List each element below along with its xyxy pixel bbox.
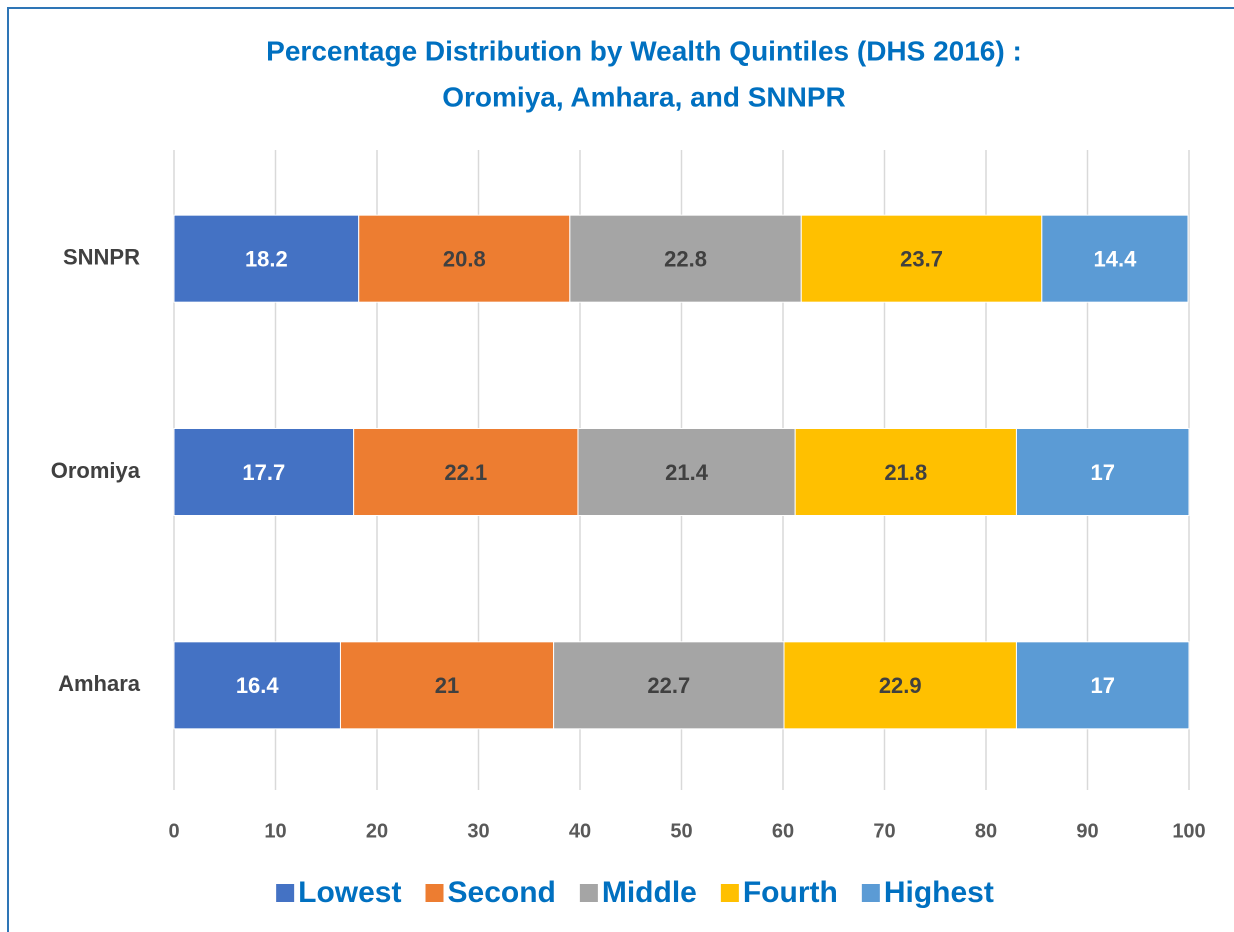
bar-segment [800, 214, 1043, 303]
bar-segment [173, 214, 360, 303]
x-tick-label: 90 [1076, 820, 1098, 842]
bar-segment [173, 428, 355, 516]
legend-swatch [579, 884, 598, 902]
data-label: 18.2 [245, 246, 288, 271]
data-label: 22.7 [647, 673, 690, 698]
data-label: 22.9 [879, 673, 922, 698]
data-label: 21 [435, 673, 459, 698]
x-tick-label: 80 [975, 820, 997, 842]
data-label: 16.4 [236, 673, 280, 698]
x-tick-label: 100 [1172, 820, 1205, 842]
x-tick-label: 50 [670, 820, 692, 842]
bar-segment [569, 214, 802, 303]
data-label: 22.8 [664, 246, 707, 271]
x-tick-label: 40 [569, 820, 591, 842]
data-label: 20.8 [443, 246, 486, 271]
legend-swatch [720, 884, 739, 902]
bar-segment [1015, 428, 1190, 516]
legend-label: Highest [884, 876, 994, 909]
bar-segment [1015, 641, 1190, 730]
x-tick-label: 20 [366, 820, 388, 842]
legend-swatch [276, 884, 295, 902]
chart-title: Oromiya, Amhara, and SNNPR [442, 81, 846, 112]
bar-segment [339, 641, 555, 730]
legend-label: Lowest [298, 876, 401, 909]
y-tick-label: Amhara [58, 671, 141, 696]
x-tick-label: 30 [467, 820, 489, 842]
x-tick-label: 0 [168, 820, 179, 842]
x-tick-label: 60 [772, 820, 794, 842]
x-tick-label: 10 [264, 820, 286, 842]
bar-segment [577, 428, 796, 516]
data-label: 23.7 [900, 246, 943, 271]
y-tick-label: SNNPR [63, 244, 140, 269]
data-label: 17.7 [242, 460, 285, 485]
data-label: 17 [1090, 460, 1114, 485]
legend-swatch [425, 884, 444, 902]
data-label: 17 [1090, 673, 1114, 698]
data-label: 21.8 [884, 460, 927, 485]
data-label: 14.4 [1093, 246, 1137, 271]
legend-label: Fourth [743, 876, 838, 909]
bar-segment [173, 641, 341, 730]
chart-title: Percentage Distribution by Wealth Quinti… [266, 35, 1022, 66]
bar-segment [1041, 214, 1189, 303]
bar-segment [358, 214, 571, 303]
bar-segment [794, 428, 1017, 516]
data-label: 22.1 [444, 460, 487, 485]
legend-label: Middle [602, 876, 697, 909]
y-tick-label: Oromiya [51, 458, 141, 483]
data-label: 21.4 [665, 460, 709, 485]
x-tick-label: 70 [873, 820, 895, 842]
bar-segment [353, 428, 579, 516]
legend-label: Second [448, 876, 556, 909]
legend-swatch [861, 884, 880, 902]
